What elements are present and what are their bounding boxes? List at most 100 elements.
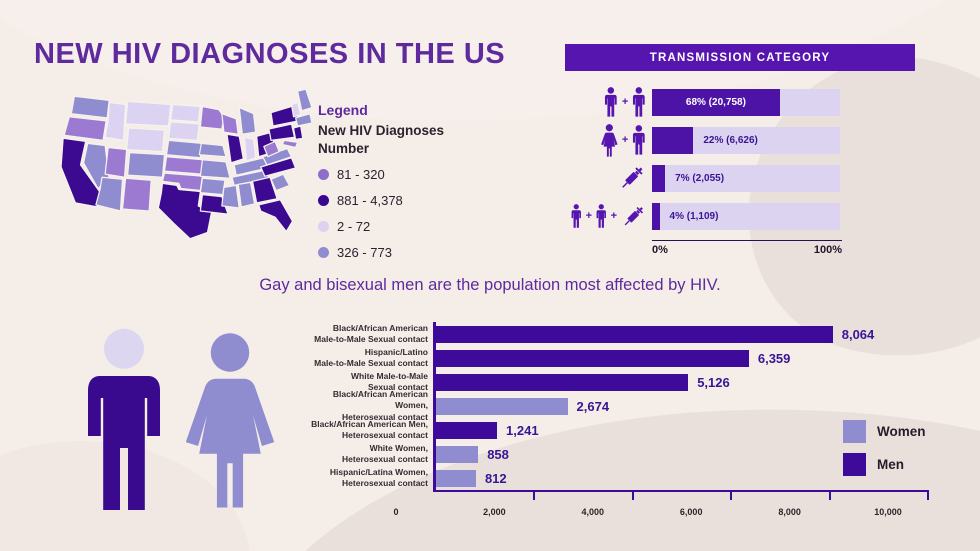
bar-women (436, 469, 476, 487)
plus-icon: + (621, 133, 629, 146)
transmission-row-icons: + (563, 87, 647, 117)
syringe-icon (622, 167, 643, 188)
transmission-bar-label: 4% (1,109) (669, 210, 719, 222)
bar-men (436, 349, 749, 367)
man-icon (88, 328, 160, 510)
legend-dot-icon (318, 247, 329, 259)
transmission-bar-track: 68% (20,758) (652, 88, 840, 116)
transmission-row: 7% (2,055) (563, 164, 923, 192)
bar-men (436, 373, 689, 391)
man-icon (605, 87, 617, 117)
x-axis-tick (631, 490, 634, 500)
category-label: White Male-to-Male Sexual contact (351, 370, 428, 392)
legend-swatch-men (843, 453, 866, 476)
map-legend: Legend New HIV Diagnoses Number 81 - 320… (318, 102, 448, 271)
transmission-bar-fill (652, 202, 660, 230)
map-legend-title: Legend (318, 102, 368, 118)
transmission-row: +68% (20,758) (563, 87, 923, 117)
transmission-bar-fill (652, 164, 666, 192)
population-chart-legend: Women Men (843, 420, 926, 486)
category-label: Hispanic/Latino Male-to-Male Sexual cont… (314, 346, 428, 368)
bar-men (436, 421, 498, 439)
bar-row: 812 (436, 466, 928, 490)
bar-row: 2,674 (436, 394, 928, 418)
chart-legend-item: Men (843, 453, 926, 476)
transmission-header-label: TRANSMISSION CATEGORY (649, 51, 831, 64)
legend-dot-icon (318, 221, 329, 233)
us-choropleth-map (60, 88, 313, 240)
bar-value-label: 858 (487, 446, 509, 462)
transmission-bar-label: 68% (20,758) (685, 96, 746, 108)
bar-value-label: 812 (484, 470, 507, 486)
bar-women (436, 397, 568, 415)
category-label: Black/African American Male-to-Male Sexu… (314, 322, 428, 344)
bar-value-label: 1,241 (506, 422, 539, 438)
bar-value-label: 6,359 (757, 350, 791, 366)
category-label: Hispanic/Latina Women, Heterosexual cont… (329, 466, 428, 488)
transmission-row-icons: + (563, 123, 647, 157)
population-chart-labels: Black/African American Male-to-Male Sexu… (306, 322, 428, 490)
transmission-row-icons (563, 163, 647, 193)
transmission-bar-fill (652, 126, 694, 154)
woman-icon (185, 333, 275, 508)
transmission-chart: +68% (20,758) +22% (6,626) 7% (2,055) + +4% … (563, 87, 923, 256)
page-title: NEW HIV DIAGNOSES IN THE US (34, 38, 506, 70)
transmission-bar-fill (652, 88, 780, 116)
transmission-axis-label: 0% (652, 244, 668, 256)
chart-legend-label: Men (877, 457, 904, 472)
legend-dot-icon (318, 195, 329, 207)
transmission-axis-label: 100% (813, 244, 842, 256)
bar-value-label: 5,126 (697, 374, 730, 390)
statement-text: Gay and bisexual men are the population … (259, 276, 721, 294)
bar-women (436, 445, 479, 463)
transmission-header-banner: TRANSMISSION CATEGORY (565, 44, 915, 71)
x-axis-tick-label: 10,000 (874, 507, 902, 517)
transmission-row-icons: + + (563, 203, 647, 230)
chart-legend-item: Women (843, 420, 926, 443)
x-axis-tick-label: 0 (393, 507, 399, 517)
transmission-bar-label: 22% (6,626) (703, 134, 758, 146)
x-axis-tick-label: 8,000 (778, 507, 801, 517)
plus-icon: + (621, 95, 629, 108)
category-label: White Women, Heterosexual contact (342, 442, 428, 464)
legend-dot-icon (318, 169, 329, 181)
map-legend-item: 81 - 320 (318, 167, 448, 182)
map-state (70, 95, 110, 119)
category-label: Black/African American Women, Heterosexu… (332, 388, 428, 422)
x-axis-tick-label: 6,000 (679, 507, 703, 517)
map-legend-item-label: 2 - 72 (337, 219, 371, 235)
transmission-bar-track: 4% (1,109) (652, 202, 840, 230)
man-icon (633, 87, 646, 117)
bar-row: 1,241 (436, 418, 928, 442)
transmission-axis: 0% 100% (652, 240, 842, 256)
transmission-bar-track: 7% (2,055) (652, 164, 840, 192)
woman-icon (601, 123, 618, 157)
plus-icon: + (585, 209, 593, 222)
man-woman-figures (76, 328, 280, 512)
bar-row: 6,359 (436, 346, 928, 370)
man-icon (633, 125, 646, 155)
bar-men (436, 325, 833, 343)
transmission-row: + + 4% (1,109) (563, 202, 923, 230)
transmission-bar-label: 7% (2,055) (675, 172, 725, 184)
transmission-row: +22% (6,626) (563, 123, 923, 157)
chart-legend-label: Women (877, 424, 926, 439)
x-axis-tick (730, 490, 733, 500)
map-legend-item: 881 - 4,378 (318, 193, 448, 208)
map-legend-item-label: 81 - 320 (337, 167, 385, 183)
x-axis-tick (533, 490, 536, 500)
legend-swatch-women (843, 420, 866, 443)
bar-row: 858 (436, 442, 928, 466)
man-icon (571, 204, 582, 228)
x-axis-tick (828, 490, 831, 500)
map-legend-item-label: 326 - 773 (337, 245, 392, 261)
map-legend-item: 326 - 773 (318, 245, 448, 260)
transmission-bar-track: 22% (6,626) (652, 126, 840, 154)
map-legend-items: 81 - 320 881 - 4,378 2 - 72 326 - 773 (318, 167, 448, 260)
x-axis-tick (927, 490, 929, 500)
man-icon (596, 204, 606, 228)
map-legend-item: 2 - 72 (318, 219, 448, 234)
map-legend-item-label: 881 - 4,378 (337, 193, 403, 209)
map-legend-subtitle: New HIV Diagnoses Number (318, 123, 445, 156)
x-axis-tick-label: 4,000 (581, 507, 605, 517)
